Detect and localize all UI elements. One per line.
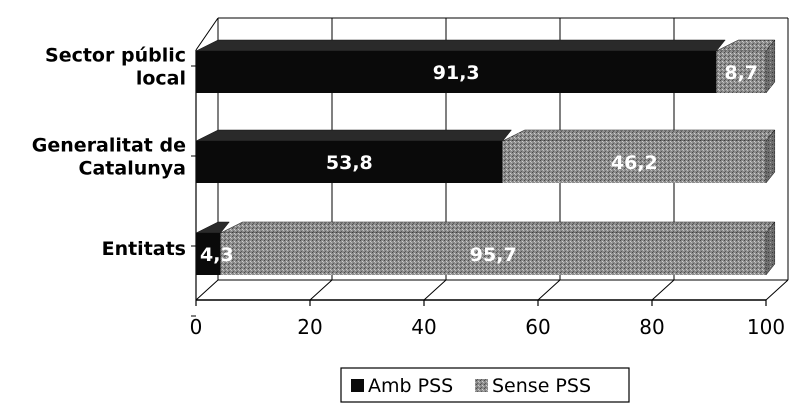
bar-side-face xyxy=(765,221,776,276)
bar-amb-pss xyxy=(196,51,717,93)
bar-side-face xyxy=(765,129,776,184)
x-tick-label: 60 xyxy=(525,315,550,339)
data-label: 91,3 xyxy=(433,62,480,84)
category-label: Catalunya xyxy=(79,158,186,180)
floor-line xyxy=(423,279,447,301)
data-label: 53,8 xyxy=(326,152,373,174)
data-label: 8,7 xyxy=(724,62,758,84)
bar-top-face xyxy=(195,39,726,52)
floor-line xyxy=(537,279,561,301)
bar-amb-pss xyxy=(196,141,503,183)
legend-label-amb: Amb PSS xyxy=(368,375,453,397)
bar-top-face xyxy=(195,129,512,142)
y-axis-top xyxy=(195,17,219,51)
category-label: Sector públic xyxy=(45,45,186,67)
bar-sense-pss xyxy=(716,51,766,93)
data-label: 4,3 xyxy=(200,244,234,266)
bar-sense-pss xyxy=(220,233,766,275)
bar-sense-pss xyxy=(502,141,766,183)
floor-line xyxy=(651,279,675,301)
x-tick-label: 80 xyxy=(639,315,664,339)
legend-swatch-amb xyxy=(351,379,364,392)
bar-side-face xyxy=(765,39,776,94)
bar-top-face xyxy=(716,39,776,52)
x-tick-label: 20 xyxy=(297,315,322,339)
data-label: 95,7 xyxy=(470,244,517,266)
bars xyxy=(195,39,776,276)
x-tick-label: 0 xyxy=(190,315,203,339)
floor-line xyxy=(765,279,789,301)
x-tick-label: 40 xyxy=(411,315,436,339)
legend-label-sense: Sense PSS xyxy=(492,375,591,397)
data-label: 46,2 xyxy=(611,152,658,174)
floor-line xyxy=(195,279,219,301)
category-label: local xyxy=(136,68,186,90)
legend-swatch-sense xyxy=(475,379,488,392)
legend: Amb PSS Sense PSS xyxy=(340,367,630,403)
bar-top-face xyxy=(220,221,776,234)
x-tick-label: 100 xyxy=(747,315,785,339)
floor-line xyxy=(309,279,333,301)
category-label: Entitats xyxy=(102,238,186,260)
category-label: Generalitat de xyxy=(32,135,186,157)
bar-amb-pss xyxy=(196,233,221,275)
bar-top-face xyxy=(502,129,776,142)
